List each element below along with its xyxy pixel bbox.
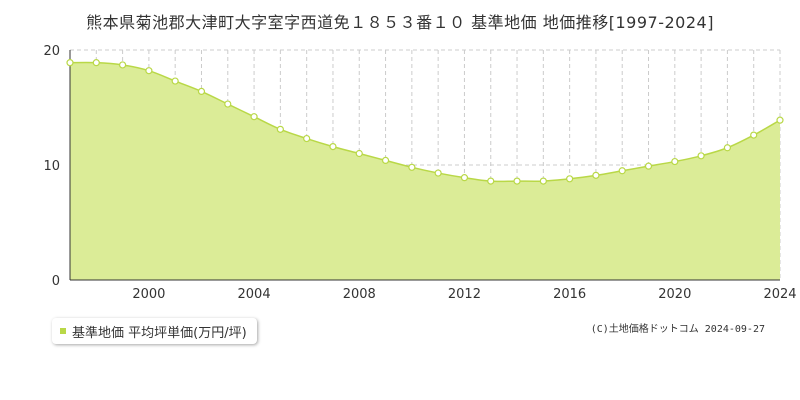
x-tick-label: 2008 [343, 287, 376, 302]
data-point [592, 171, 600, 179]
data-point [644, 162, 653, 170]
data-point [434, 169, 442, 177]
copyright-credit: (C)土地価格ドットコム 2024-09-27 [590, 324, 765, 335]
series-line [69, 61, 781, 183]
points-layer [66, 59, 784, 185]
data-point [276, 125, 284, 133]
data-point [66, 59, 74, 67]
data-point [145, 67, 153, 75]
tick-labels: 0 10 20 2000 2004 2008 2012 2016 2020 2024 [43, 44, 796, 302]
data-point [355, 149, 363, 158]
data-point [671, 157, 679, 166]
axes [69, 50, 780, 281]
y-tick-label: 0 [52, 274, 60, 289]
data-point [118, 61, 127, 69]
legend-swatch [60, 328, 66, 334]
data-point [197, 87, 206, 96]
data-point [750, 131, 758, 139]
legend: 基準地価 平均坪単価(万円/坪) [52, 318, 257, 344]
chart-title: 熊本県菊池郡大津町大字室字西道免１８５３番１０ 基準地価 地価推移[1997-2… [86, 13, 714, 32]
data-point [723, 144, 732, 152]
data-point [487, 177, 495, 185]
data-point [513, 177, 521, 185]
x-tick-label: 2000 [132, 287, 165, 302]
data-point [460, 174, 469, 182]
x-tick-label: 2004 [238, 287, 271, 302]
series-area [70, 62, 780, 280]
data-point [303, 134, 311, 143]
data-point [618, 167, 626, 175]
data-point [250, 113, 258, 121]
data-point [171, 77, 179, 85]
data-point [92, 59, 100, 67]
legend-label: 基準地価 平均坪単価(万円/坪) [72, 325, 247, 341]
x-tick-label: 2016 [553, 287, 586, 302]
x-tick-label: 2012 [448, 287, 481, 302]
data-point [329, 143, 337, 151]
data-point [408, 163, 416, 171]
data-point [566, 175, 574, 183]
y-tick-label: 10 [43, 159, 60, 174]
x-tick-label: 2024 [763, 287, 796, 302]
data-point [539, 177, 547, 185]
data-point [381, 156, 390, 164]
area-layer [69, 61, 781, 280]
data-point [697, 152, 705, 160]
data-point [224, 100, 232, 108]
data-point [776, 116, 784, 124]
x-tick-label: 2020 [658, 287, 691, 302]
y-tick-label: 20 [43, 44, 60, 59]
